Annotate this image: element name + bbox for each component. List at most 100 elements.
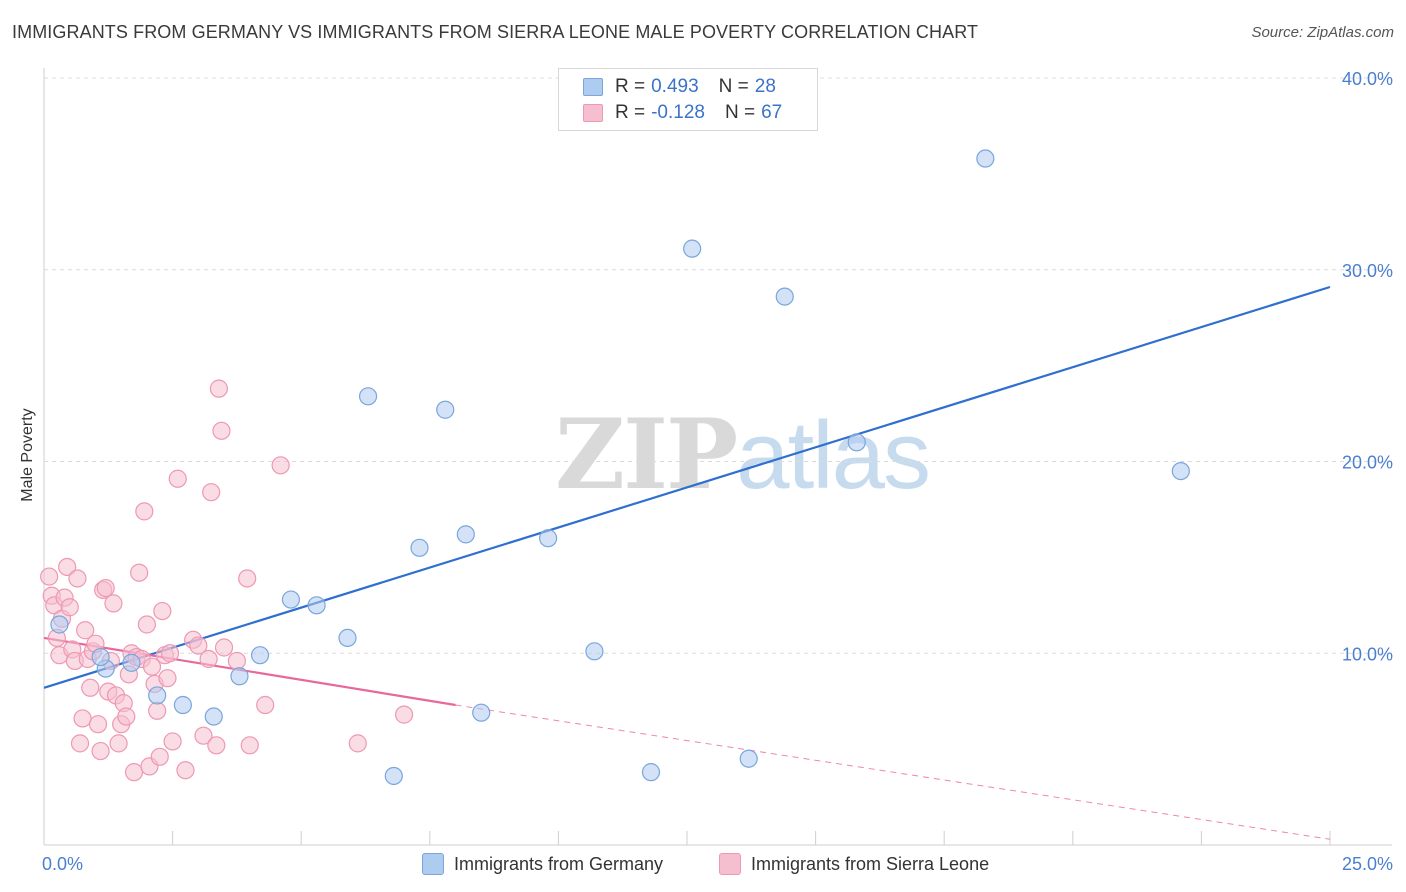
point-germany — [204, 707, 223, 726]
point-germany — [50, 615, 69, 634]
point-sierra-leone — [209, 379, 228, 398]
point-germany — [585, 642, 604, 661]
point-sierra-leone — [348, 734, 367, 753]
trend-line-germany — [43, 285, 1331, 689]
point-germany — [683, 239, 702, 258]
point-sierra-leone — [88, 715, 108, 734]
point-sierra-leone — [117, 707, 136, 726]
point-sierra-leone — [148, 701, 167, 720]
x-tick-label: 25.0% — [1342, 854, 1393, 874]
legend-r-label: R = — [615, 76, 646, 97]
point-germany — [976, 149, 995, 168]
point-sierra-leone — [199, 649, 218, 669]
y-tick-label: 20.0% — [1342, 453, 1393, 473]
point-germany — [230, 667, 249, 686]
bottom-legend-swatch-sierra-leone — [719, 853, 741, 875]
grid-layer — [44, 77, 1392, 654]
x-tick-label: 0.0% — [42, 854, 83, 874]
point-sierra-leone — [135, 502, 154, 521]
point-sierra-leone — [130, 563, 149, 582]
point-sierra-leone — [70, 734, 90, 753]
legend-r-value: 0.493 — [651, 76, 699, 97]
point-sierra-leone — [176, 761, 195, 780]
point-sierra-leone — [81, 678, 100, 697]
legend-swatch-germany — [583, 78, 603, 96]
point-sierra-leone — [271, 456, 290, 475]
chart-source: Source: ZipAtlas.com — [1251, 24, 1394, 41]
point-sierra-leone — [168, 469, 187, 488]
point-germany — [1171, 461, 1190, 481]
point-sierra-leone — [158, 669, 177, 688]
point-sierra-leone — [150, 747, 169, 766]
point-germany — [307, 596, 326, 615]
point-sierra-leone — [124, 763, 144, 782]
point-germany — [384, 766, 403, 786]
point-sierra-leone — [207, 736, 226, 755]
point-germany — [358, 387, 378, 406]
trend-line-sierra-leone-extension — [455, 704, 1331, 840]
legend-row-germany: R = 0.493 N = 28 — [583, 75, 776, 99]
point-sierra-leone — [96, 578, 115, 598]
point-germany — [847, 433, 866, 452]
point-germany — [281, 590, 301, 609]
point-germany — [122, 653, 141, 672]
watermark-zip: ZIP — [555, 398, 738, 511]
point-sierra-leone — [68, 569, 87, 588]
point-sierra-leone — [202, 483, 221, 502]
legend-swatch-sierra-leone — [583, 104, 603, 122]
point-sierra-leone — [238, 569, 257, 588]
point-sierra-leone — [394, 705, 414, 724]
point-sierra-leone — [214, 638, 234, 657]
point-germany — [91, 647, 110, 667]
bottom-legend-label-germany: Immigrants from Germany — [454, 853, 664, 874]
bottom-legend-label-sierra-leone: Immigrants from Sierra Leone — [751, 853, 990, 874]
y-tick-label: 30.0% — [1342, 261, 1393, 281]
point-sierra-leone — [194, 726, 213, 745]
chart-title: IMMIGRANTS FROM GERMANY VS IMMIGRANTS FR… — [12, 22, 979, 42]
point-germany — [148, 686, 167, 705]
watermark: ZIPatlas — [555, 398, 931, 511]
point-sierra-leone — [76, 621, 95, 640]
legend-n-label: N = — [724, 102, 756, 123]
point-sierra-leone — [189, 636, 208, 655]
legend-n-value: 28 — [754, 76, 776, 97]
point-sierra-leone — [58, 557, 77, 577]
point-germany — [173, 695, 192, 715]
point-sierra-leone — [153, 601, 172, 621]
point-germany — [436, 400, 455, 419]
point-germany — [641, 763, 661, 782]
point-sierra-leone — [142, 657, 162, 676]
bottom-legend-sierra-leone: Immigrants from Sierra Leone — [719, 851, 989, 877]
point-sierra-leone — [40, 567, 59, 586]
point-sierra-leone — [163, 732, 182, 751]
point-sierra-leone — [137, 615, 156, 634]
point-germany — [410, 538, 429, 557]
point-germany — [456, 525, 475, 544]
watermark-atlas: atlas — [736, 402, 931, 509]
legend-n-label: N = — [718, 76, 749, 97]
point-sierra-leone — [73, 709, 92, 728]
y-tick-label: 40.0% — [1342, 69, 1393, 89]
point-germany — [338, 628, 357, 648]
axis-layer — [43, 68, 1392, 846]
point-germany — [539, 529, 558, 548]
point-sierra-leone — [104, 594, 123, 613]
trend-layer — [43, 285, 1331, 840]
stats-legend: R = 0.493 N = 28 R = -0.128 N = 67 — [558, 68, 818, 131]
tick-labels: 10.0% 20.0% 30.0% 40.0% 0.0% 25.0% — [42, 69, 1393, 874]
point-germany — [472, 703, 491, 722]
legend-n-value: 67 — [761, 102, 783, 123]
point-germany — [739, 749, 758, 768]
point-germany — [775, 287, 794, 306]
point-sierra-leone — [240, 736, 259, 755]
point-sierra-leone — [212, 421, 231, 440]
point-sierra-leone — [91, 741, 110, 761]
point-sierra-leone — [256, 695, 275, 715]
y-tick-label: 10.0% — [1342, 644, 1393, 664]
point-sierra-leone — [227, 651, 246, 671]
bottom-legend-germany: Immigrants from Germany — [422, 851, 663, 877]
legend-r-label: R = — [615, 102, 646, 123]
legend-row-sierra-leone: R = -0.128 N = 67 — [583, 101, 782, 125]
point-germany — [250, 646, 270, 665]
